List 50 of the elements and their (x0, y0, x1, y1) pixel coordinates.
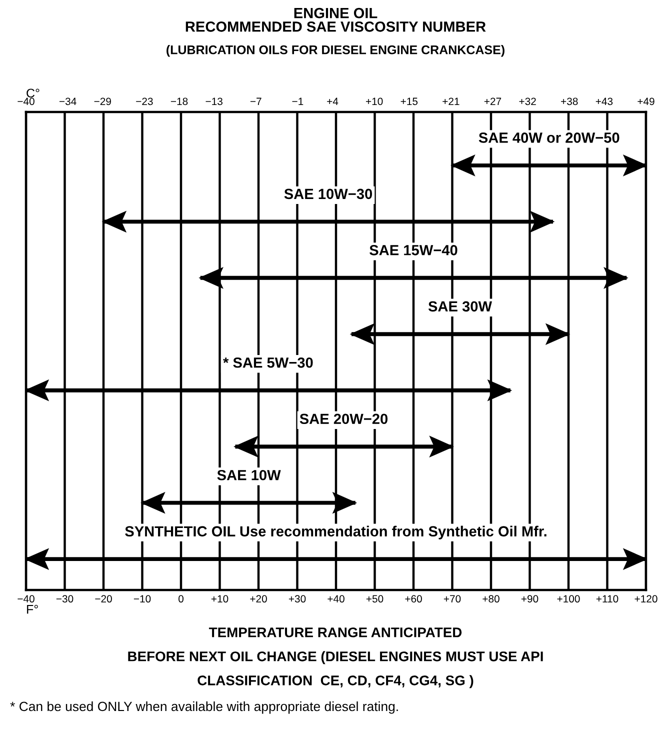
y-tick-label: SAE 40W or 20W−50 (478, 132, 620, 143)
x-tick-label: +40 (328, 595, 344, 603)
y-tick-label: SYNTHETIC OIL Use recommendation from Synthetic Oil Mfr. (125, 526, 546, 540)
y-tick-label: SAE 10W (217, 470, 281, 480)
x2-tick-label: −34 (59, 98, 76, 106)
x2-tick-label: +10 (366, 98, 383, 106)
y-tick-label: SAE 10W−30 (284, 188, 372, 200)
x2-tick-label: −7 (250, 98, 262, 105)
x2-tick-label: −13 (206, 98, 222, 106)
x-tick-label: 0 (178, 595, 184, 603)
x-tick-label: −10 (134, 595, 151, 603)
x-tick-label: +10 (211, 595, 228, 603)
text: BEFORE NEXT OIL CHANGE (DIESEL ENGINES MUST USE API (128, 651, 543, 664)
x-tick-label: +100 (557, 595, 580, 603)
x-tick-label: +20 (250, 595, 267, 603)
x2-tick-label: −1 (292, 98, 304, 105)
x-tick-label: +70 (444, 595, 461, 603)
x2-tick-label: +38 (561, 98, 578, 106)
x2-axis-title: C° (26, 88, 40, 98)
x-tick-label: +80 (482, 595, 500, 603)
text: CLASSIFICATION CE, CD, CF4, CG4, SG ) (198, 675, 474, 688)
x-tick-label: +50 (366, 595, 384, 603)
x-axis-title: F° (27, 604, 38, 614)
x2-tick-label: +43 (596, 98, 613, 106)
x2-tick-label: −18 (170, 98, 188, 106)
x2-tick-label: +4 (327, 98, 338, 105)
y-tick-label: SAE 15W−40 (370, 245, 458, 256)
x2-tick-label: +32 (519, 98, 536, 106)
x-tick-label: +60 (405, 595, 422, 603)
x-tick-label: −20 (95, 595, 112, 603)
x-tick-label: −30 (56, 595, 74, 603)
x-tick-label: +30 (288, 595, 306, 603)
y-tick-label: SAE 30W (428, 301, 492, 312)
y-tick-label: * SAE 5W−30 (223, 357, 313, 368)
chart-title: ENGINE OIL RECOMMENDED SAE VISCOSITY NUMBER (186, 8, 486, 32)
x2-tick-label: +21 (442, 98, 460, 105)
x2-tick-label: −29 (94, 98, 111, 106)
text: * Can be used ONLY when available with appropriate diesel rating. (10, 701, 398, 714)
x-tick-label: +110 (596, 595, 618, 603)
x2-tick-label: −23 (136, 98, 153, 106)
x-tick-label: +90 (521, 595, 538, 603)
x2-tick-label: +49 (638, 98, 654, 106)
text: TEMPERATURE RANGE ANTICIPATED (208, 627, 462, 638)
x-tick-label: +120 (634, 595, 658, 603)
x2-tick-label: −40 (18, 98, 34, 106)
x2-tick-label: +15 (400, 98, 418, 106)
chart-subtitle: (LUBRICATION OILS FOR DIESEL ENGINE CRANKCASE) (166, 45, 504, 57)
x-tick-label: −40 (18, 595, 34, 603)
x2-tick-label: +27 (484, 98, 502, 105)
y-tick-label: SAE 20W−20 (300, 414, 388, 424)
